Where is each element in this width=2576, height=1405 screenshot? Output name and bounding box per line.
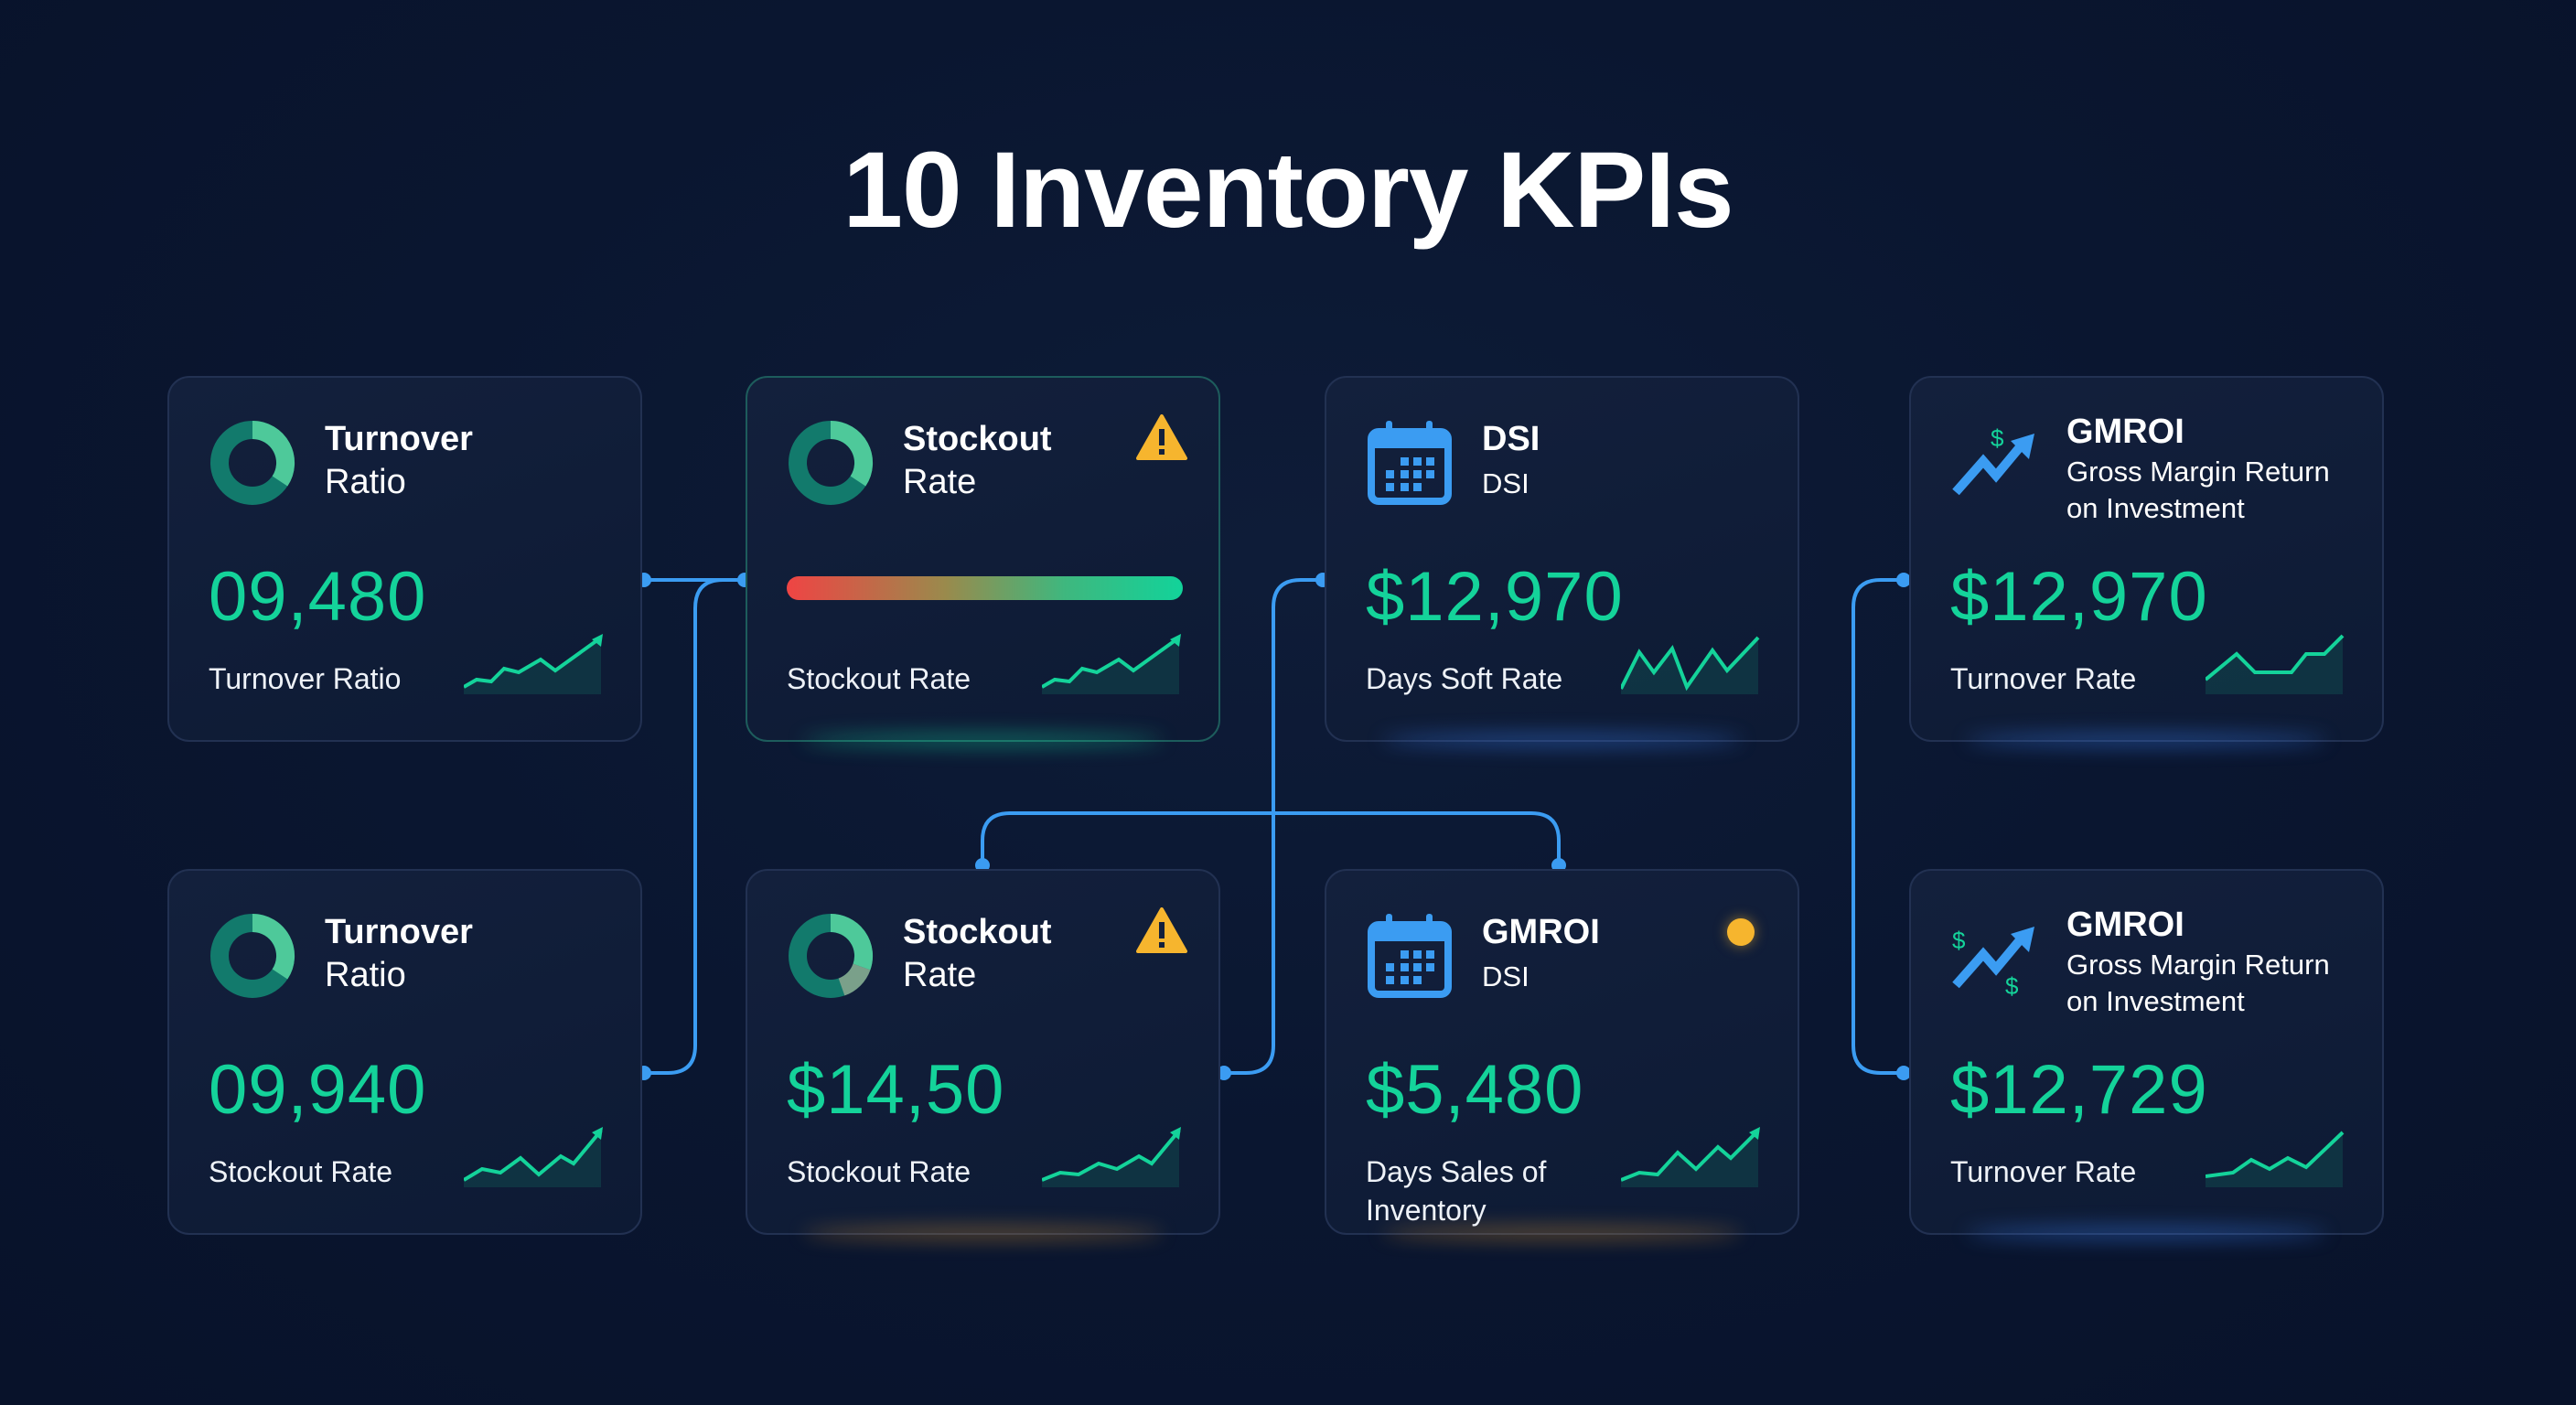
card-title: Stockout <box>903 420 1052 458</box>
card-subtitle: Gross Margin Return on Investment <box>2066 456 2330 524</box>
svg-text:$: $ <box>2005 972 2019 1000</box>
donut-chart-icon <box>789 913 873 998</box>
donut-chart-icon <box>210 913 295 998</box>
kpi-value: $12,970 <box>1950 558 2208 636</box>
kpi-label: Turnover Rate <box>1950 1155 2137 1188</box>
trend-up-dollar-icon: $$ <box>1952 927 2034 1000</box>
warning-icon <box>1136 907 1187 953</box>
svg-text:$: $ <box>1991 424 2004 452</box>
sparkline <box>464 1127 603 1187</box>
card-subtitle: Gross Margin Return on Investment <box>2066 949 2330 1017</box>
kpi-value: $12,970 <box>1366 558 1624 636</box>
kpi-label: Days Soft Rate <box>1366 662 1563 695</box>
status-dot <box>1727 918 1755 946</box>
calendar-icon <box>1368 914 1452 998</box>
kpi-card-gmroi-dsi[interactable]: GMROI DSI $5,480 Days Sales of Inventory <box>1325 869 1799 1240</box>
kpi-label: Turnover Ratio <box>209 662 402 695</box>
card-title: Turnover <box>325 420 473 458</box>
kpi-label: Stockout Rate <box>209 1155 392 1188</box>
trend-up-dollar-icon: $ <box>1952 424 2034 496</box>
kpi-card-gmroi[interactable]: $ GMROI Gross Margin Return on Investment… <box>1909 376 2384 747</box>
card-subtitle: Rate <box>903 956 977 994</box>
card-title: Stockout <box>903 913 1052 951</box>
kpi-value: 09,940 <box>209 1051 427 1129</box>
kpi-card-stockout-rate-2[interactable]: Stockout Rate $14,50 Stockout Rate <box>746 869 1220 1240</box>
page-title: 10 Inventory KPIs <box>843 130 1733 251</box>
donut-chart-icon <box>210 420 295 505</box>
kpi-card-gmroi-2[interactable]: $ $ GMROI Gross Margin Return on Investmen… <box>1909 869 2384 1240</box>
sparkline <box>464 634 603 694</box>
kpi-value: $5,480 <box>1366 1051 1584 1129</box>
card-subtitle: DSI <box>1482 960 1530 992</box>
kpi-value: $12,729 <box>1950 1051 2208 1129</box>
kpi-label: Days Sales of Inventory <box>1366 1155 1547 1227</box>
kpi-card-turnover-ratio[interactable]: Turnover Ratio 09,480 Turnover Ratio <box>167 376 642 742</box>
card-subtitle: Ratio <box>325 956 406 994</box>
donut-chart-icon <box>789 420 874 505</box>
sparkline <box>1621 636 1760 694</box>
card-subtitle: Rate <box>903 463 977 501</box>
card-title: Turnover <box>325 913 473 951</box>
warning-icon <box>1136 414 1187 460</box>
kpi-value: $14,50 <box>787 1051 1005 1129</box>
kpi-card-turnover-ratio-2[interactable]: Turnover Ratio 09,940 Stockout Rate <box>167 869 642 1235</box>
sparkline <box>1621 1127 1760 1187</box>
kpi-card-dsi[interactable]: DSI DSI $12,970 Days Soft Rate <box>1325 376 1799 747</box>
kpi-label: Stockout Rate <box>787 1155 971 1188</box>
svg-text:$: $ <box>1952 927 1966 954</box>
card-title: GMROI <box>2066 413 2184 451</box>
card-subtitle: DSI <box>1482 467 1530 499</box>
kpi-card-stockout-rate[interactable]: Stockout Rate Stockout Rate <box>746 376 1220 747</box>
sparkline <box>1042 634 1181 694</box>
card-subtitle: Ratio <box>325 463 406 501</box>
sparkline <box>2206 634 2345 694</box>
kpi-label: Stockout Rate <box>787 662 971 695</box>
kpi-label: Turnover Rate <box>1950 662 2137 695</box>
sparkline <box>2206 1131 2345 1187</box>
sparkline <box>1042 1127 1181 1187</box>
card-title: DSI <box>1482 420 1540 458</box>
card-title: GMROI <box>2066 906 2184 944</box>
calendar-icon <box>1368 421 1452 505</box>
kpi-value: 09,480 <box>209 558 427 636</box>
stockout-progress-bar <box>787 576 1183 600</box>
card-title: GMROI <box>1482 913 1600 951</box>
